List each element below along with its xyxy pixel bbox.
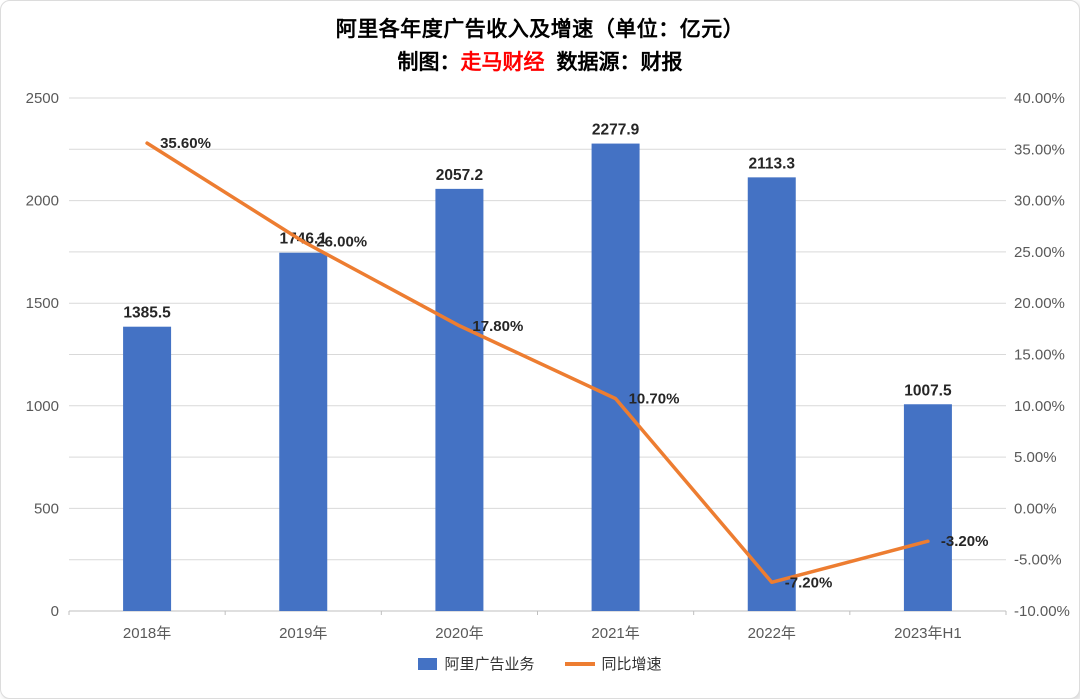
left-axis-tick-label: 1500 [26,295,59,312]
left-axis-tick-label: 2000 [26,193,59,210]
legend-item-line-series: 同比增速 [564,653,662,674]
legend-line-swatch [564,661,595,666]
right-axis-tick-label: 20.00% [1014,295,1065,312]
line-point-label: 17.80% [472,318,523,335]
x-axis-label: 2023年H1 [894,625,962,642]
right-axis-tick-label: 35.00% [1014,141,1065,158]
x-axis-label: 2022年 [748,625,796,642]
chart-title: 阿里各年度广告收入及增速（单位：亿元） 制图：走马财经 数据源：财报 [1,13,1079,76]
legend-bar-label: 阿里广告业务 [444,656,535,673]
bar [279,252,328,611]
growth-line [145,141,930,585]
bar [903,404,952,611]
line-point-label: -3.20% [941,533,989,550]
title-data-source: 数据源：财报 [556,51,683,74]
legend-bar-swatch [418,657,438,670]
chart-plot: -10.00% -5.00% 0.00% 5.00% 10.00% 15.00% 20.00… [26,90,1070,642]
line-point-label: 26.00% [316,234,367,251]
right-axis-tick-label: 15.00% [1014,347,1065,364]
bar-value-label: 2277.9 [592,122,640,139]
right-axis-tick-label: -5.00% [1014,552,1062,569]
title-maker-prefix: 制图： [397,51,461,74]
right-axis-tick-label: 10.00% [1014,398,1065,415]
line-point-label: 10.70% [629,391,680,408]
left-axis-tick-label: 2500 [26,90,59,107]
chart-title-line1: 阿里各年度广告收入及增速（单位：亿元） [335,18,745,41]
x-axis-label: 2018年 [123,625,171,642]
line-point-label: -7.20% [785,574,833,591]
left-axis-tick-label: 0 [51,603,59,620]
bar [591,143,640,611]
left-axis-tick-label: 500 [34,500,59,517]
x-axis-label: 2020年 [435,625,483,642]
right-axis-tick-label: 5.00% [1014,449,1057,466]
right-axis-tick-label: -10.00% [1014,603,1070,620]
chart-legend: 阿里广告业务 同比增速 [1,653,1079,674]
title-brand-name: 走马财经 [460,51,545,74]
bar [435,188,484,612]
legend-line-label: 同比增速 [601,656,662,673]
bar-value-label: 2113.3 [748,155,795,172]
bar-value-label: 2057.2 [436,167,483,184]
right-axis-tick-label: 30.00% [1014,193,1065,210]
legend-item-bar-series: 阿里广告业务 [418,653,535,674]
right-axis-tick-label: 25.00% [1014,244,1065,261]
chart-title-line2: 制图：走马财经 数据源：财报 [1,46,1079,76]
line-point-label: 35.60% [160,135,211,152]
bar-value-label: 1007.5 [904,382,952,399]
left-axis-tick-label: 1000 [26,398,59,415]
x-axis-label: 2021年 [591,625,639,642]
bar [123,326,172,611]
bar [747,177,796,612]
x-axis-label: 2019年 [279,625,327,642]
bar-value-label: 1385.5 [123,305,171,322]
right-axis-tick-label: 40.00% [1014,90,1065,107]
right-axis-tick-label: 0.00% [1014,500,1057,517]
